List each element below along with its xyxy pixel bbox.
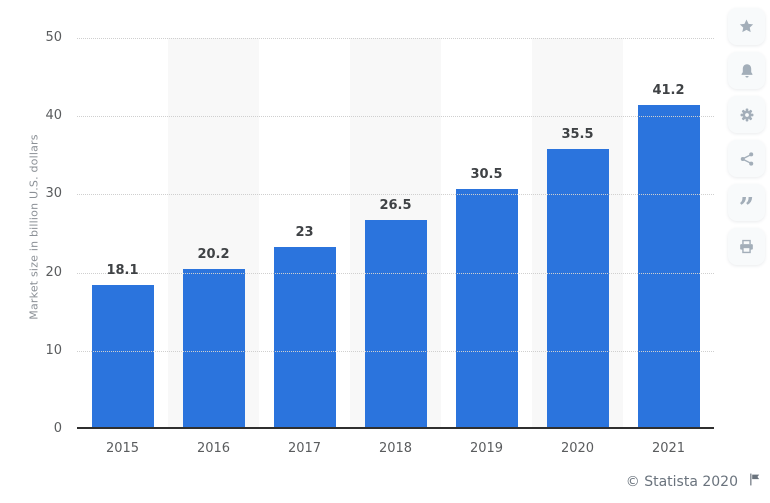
printer-icon bbox=[737, 237, 756, 256]
bar-2017[interactable] bbox=[273, 247, 336, 427]
x-axis-label: 2021 bbox=[651, 441, 686, 456]
bar-2021[interactable] bbox=[637, 104, 700, 427]
flag-icon[interactable] bbox=[747, 472, 762, 491]
bar-value-label: 18.1 bbox=[106, 263, 139, 279]
gridline-50 bbox=[77, 38, 714, 39]
plot-area: 18.1 2015 20.2 2016 23 2017 26.5 2018 30.5 2019 35… bbox=[77, 38, 714, 456]
x-axis-label: 2019 bbox=[469, 441, 504, 456]
footer: © Statista 2020 bbox=[626, 472, 762, 491]
bar-value-label: 20.2 bbox=[197, 247, 230, 263]
bell-icon bbox=[738, 62, 756, 80]
bar-value-label: 30.5 bbox=[470, 166, 503, 182]
bar-2016[interactable] bbox=[182, 269, 245, 427]
chart-column-2018: 26.5 2018 bbox=[350, 38, 441, 456]
bar-2020[interactable] bbox=[546, 149, 609, 427]
bar-2018[interactable] bbox=[364, 219, 427, 427]
gear-icon bbox=[738, 106, 756, 124]
x-axis-label: 2015 bbox=[105, 441, 140, 456]
x-axis-label: 2020 bbox=[560, 441, 595, 456]
x-axis-label: 2017 bbox=[287, 441, 322, 456]
print-button[interactable] bbox=[728, 228, 765, 265]
bar-value-label: 41.2 bbox=[652, 82, 685, 98]
share-icon bbox=[738, 150, 756, 168]
share-button[interactable] bbox=[728, 140, 765, 177]
chart-column-2019: 30.5 2019 bbox=[441, 38, 532, 456]
favorite-button[interactable] bbox=[728, 8, 765, 45]
y-axis-tick-label: 0 bbox=[53, 421, 62, 436]
chart-column-2016: 20.2 2016 bbox=[168, 38, 259, 456]
y-axis-tick-label: 30 bbox=[45, 186, 62, 202]
gridline-10 bbox=[77, 350, 714, 352]
chart-column-2015: 18.1 2015 bbox=[77, 38, 168, 456]
bar-value-label: 23 bbox=[295, 225, 314, 241]
y-axis-title: Market size in billion U.S. dollars bbox=[27, 134, 41, 320]
settings-button[interactable] bbox=[728, 96, 765, 133]
chart-column-2020: 35.5 2020 bbox=[532, 38, 623, 456]
gridline-40 bbox=[77, 116, 714, 118]
x-axis-label: 2018 bbox=[378, 441, 413, 456]
chart-column-2021: 41.2 2021 bbox=[623, 38, 714, 456]
y-axis-tick-label: 10 bbox=[45, 342, 62, 358]
chart-column-2017: 23 2017 bbox=[259, 38, 350, 456]
bar-2015[interactable] bbox=[91, 285, 154, 427]
y-axis-tick-label: 50 bbox=[45, 30, 62, 45]
y-axis-tick-label: 40 bbox=[45, 108, 62, 124]
y-axis-tick-label: 20 bbox=[45, 264, 62, 280]
bar-value-label: 26.5 bbox=[379, 197, 412, 213]
cite-button[interactable]: ” bbox=[728, 184, 765, 224]
copyright-text: © Statista 2020 bbox=[625, 473, 738, 490]
star-icon bbox=[737, 17, 756, 36]
bar-value-label: 35.5 bbox=[561, 127, 594, 143]
bar-2019[interactable] bbox=[455, 188, 518, 427]
notifications-button[interactable] bbox=[728, 52, 765, 89]
toolbar: ” bbox=[728, 8, 765, 265]
x-axis-label: 2016 bbox=[196, 441, 231, 456]
quote-icon: ” bbox=[738, 192, 755, 224]
gridline-20 bbox=[77, 272, 714, 274]
gridline-30 bbox=[77, 194, 714, 196]
